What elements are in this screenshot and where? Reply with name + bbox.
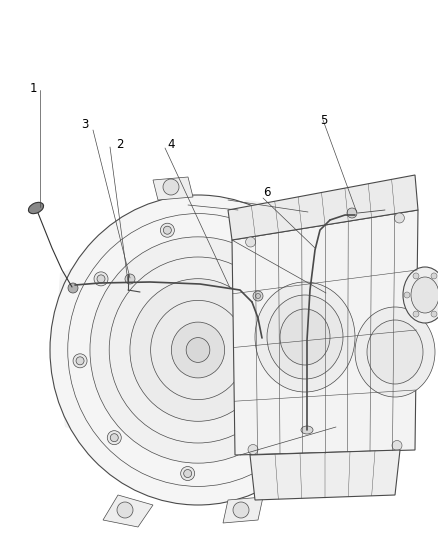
Ellipse shape [280,309,330,365]
Circle shape [241,231,255,245]
Polygon shape [250,450,400,500]
Circle shape [163,179,179,195]
Text: 2: 2 [116,139,124,151]
Circle shape [262,448,270,456]
Circle shape [246,237,256,247]
Ellipse shape [355,307,435,397]
Circle shape [431,311,437,317]
Ellipse shape [267,295,343,379]
Circle shape [253,291,263,301]
Ellipse shape [411,277,438,313]
Circle shape [94,272,108,286]
Circle shape [107,431,121,445]
Circle shape [404,292,410,298]
Circle shape [117,502,133,518]
Polygon shape [153,177,193,200]
Circle shape [110,434,118,442]
Text: 6: 6 [263,187,271,199]
Circle shape [413,311,419,317]
Circle shape [160,223,174,237]
Ellipse shape [403,267,438,323]
Polygon shape [55,200,346,495]
Circle shape [97,275,105,283]
Text: 4: 4 [167,139,175,151]
Ellipse shape [50,195,346,505]
Circle shape [347,208,357,218]
Ellipse shape [367,320,423,384]
Text: 1: 1 [29,82,37,94]
Polygon shape [232,210,418,455]
Circle shape [298,290,312,304]
Text: 3: 3 [81,118,88,132]
Polygon shape [103,495,153,527]
Circle shape [184,470,192,478]
Circle shape [308,378,316,386]
Text: 5: 5 [320,114,328,126]
Circle shape [259,445,273,458]
Circle shape [305,375,319,389]
Circle shape [233,502,249,518]
Circle shape [255,294,261,298]
Circle shape [181,466,194,481]
Circle shape [68,283,78,293]
Circle shape [392,440,402,450]
Circle shape [73,354,87,368]
Ellipse shape [186,337,210,362]
Circle shape [413,273,419,279]
Ellipse shape [171,322,225,378]
Circle shape [431,273,437,279]
Polygon shape [228,175,418,240]
Ellipse shape [28,203,43,214]
Ellipse shape [301,426,313,434]
Circle shape [301,294,309,302]
Circle shape [248,445,258,455]
Polygon shape [223,497,263,523]
Circle shape [394,213,404,223]
Ellipse shape [255,282,355,392]
Circle shape [76,357,84,365]
Ellipse shape [90,237,306,463]
Circle shape [125,274,135,284]
Ellipse shape [130,279,266,421]
Circle shape [244,233,252,241]
Circle shape [163,226,171,234]
